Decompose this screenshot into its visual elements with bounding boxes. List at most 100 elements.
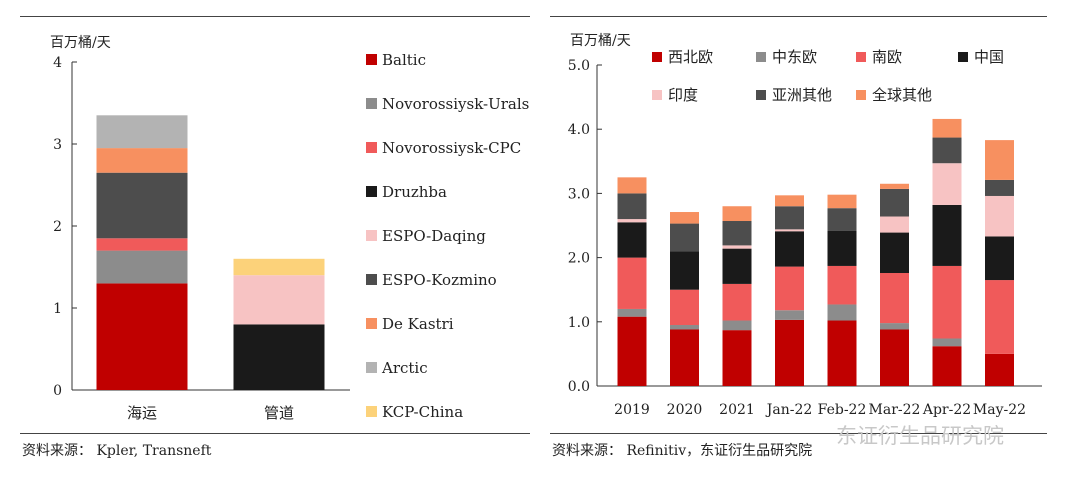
watermark: 东证衍生品研究院 bbox=[836, 424, 1004, 448]
right-bar-series-5 bbox=[985, 179, 1014, 196]
right-bar-series-2 bbox=[985, 280, 1014, 354]
right-bar-series-2 bbox=[670, 289, 699, 326]
right-chart: 百万桶/天 0.0 1.0 2.0 3.0 4.0 5.0 2019 2020 2021 Jan-2… bbox=[568, 33, 1042, 418]
right-bar-series-3 bbox=[670, 251, 699, 290]
right-bar-series-0 bbox=[880, 329, 909, 386]
left-panel: 百万桶/天 0 1 2 3 4 海运 管道 Baltic Novorossiysk-Urals No… bbox=[0, 0, 530, 479]
right-legend-label: 南欧 bbox=[872, 48, 902, 66]
right-bar-series-6 bbox=[932, 118, 962, 138]
left-legend-swatch-arctic bbox=[366, 362, 377, 373]
right-y-tick-label: 1.0 bbox=[568, 315, 590, 331]
left-legend-swatch-espo-kozmino bbox=[366, 274, 377, 285]
right-source: 资料来源： Refinitiv，东证衍生品研究院 bbox=[552, 443, 813, 459]
right-y-tick-label: 3.0 bbox=[568, 186, 590, 202]
right-bar-series-1 bbox=[722, 320, 752, 331]
right-bar-series-1 bbox=[617, 308, 647, 317]
right-bar-series-6 bbox=[880, 183, 909, 189]
right-bar-series-4 bbox=[932, 163, 962, 205]
right-bar-series-2 bbox=[932, 265, 962, 339]
right-x-label: 2019 bbox=[614, 402, 650, 418]
right-y-tick-label: 5.0 bbox=[568, 58, 590, 74]
right-x-label: May-22 bbox=[973, 402, 1026, 418]
right-bar-series-5 bbox=[722, 221, 752, 246]
right-x-label: 2020 bbox=[667, 402, 703, 418]
right-bar-series-6 bbox=[775, 195, 804, 207]
left-x-label: 管道 bbox=[264, 404, 294, 422]
right-legend-swatch-series-0 bbox=[652, 52, 662, 62]
left-top-rule bbox=[20, 16, 530, 17]
left-y-tick-label: 1 bbox=[53, 301, 62, 317]
right-legend-label: 中国 bbox=[974, 48, 1004, 66]
right-bar-series-0 bbox=[775, 319, 804, 386]
left-legend-swatch-druzhba bbox=[366, 186, 377, 197]
left-legend-label: Arctic bbox=[381, 359, 428, 377]
right-bar-series-4 bbox=[985, 195, 1014, 237]
left-y-tick-label: 2 bbox=[53, 219, 62, 235]
right-bar-series-4 bbox=[722, 245, 752, 249]
right-bar-series-1 bbox=[827, 304, 857, 321]
right-y-tick-label: 2.0 bbox=[568, 251, 590, 267]
left-bar-druzhba bbox=[233, 324, 325, 390]
left-bar-de-kastri bbox=[96, 148, 188, 173]
left-legend-label: De Kastri bbox=[382, 315, 454, 333]
right-bar-series-0 bbox=[827, 320, 857, 386]
right-panel: 百万桶/天 0.0 1.0 2.0 3.0 4.0 5.0 2019 2020 2021 Jan-2… bbox=[550, 0, 1080, 479]
right-bar-series-1 bbox=[670, 325, 699, 330]
right-x-label: Jan-22 bbox=[765, 402, 813, 418]
left-legend-swatch-novorossiysk-urals bbox=[366, 98, 377, 109]
right-x-label: 2021 bbox=[719, 402, 755, 418]
left-y-tick-label: 3 bbox=[53, 137, 62, 153]
right-legend-swatch-series-3 bbox=[958, 52, 968, 62]
right-bar-series-6 bbox=[985, 140, 1014, 180]
left-legend-label: Novorossiysk-Urals bbox=[382, 95, 529, 113]
left-y-tick-label: 4 bbox=[53, 55, 62, 71]
left-bar-espo-kozmino bbox=[96, 172, 188, 239]
right-legend-swatch-series-5 bbox=[756, 90, 766, 100]
left-legend-label: Druzhba bbox=[382, 183, 447, 201]
right-bar-series-6 bbox=[827, 194, 857, 209]
right-bar-series-0 bbox=[617, 316, 647, 386]
left-chart: 百万桶/天 0 1 2 3 4 海运 管道 Baltic Novorossiysk-Urals No… bbox=[50, 35, 529, 422]
right-bar-series-0 bbox=[722, 330, 752, 386]
right-legend-label: 印度 bbox=[668, 86, 698, 104]
right-legend-swatch-series-2 bbox=[856, 52, 866, 62]
right-bar-series-3 bbox=[985, 236, 1014, 281]
right-bar-series-6 bbox=[670, 212, 699, 224]
left-legend-label: Novorossiysk-CPC bbox=[382, 139, 521, 157]
right-bar-series-0 bbox=[932, 346, 962, 386]
left-bottom-rule bbox=[20, 433, 530, 434]
left-legend-swatch-espo-daqing bbox=[366, 230, 377, 241]
right-bar-series-5 bbox=[775, 206, 804, 230]
right-bar-series-2 bbox=[775, 266, 804, 311]
right-top-rule bbox=[550, 16, 1047, 17]
right-legend-label: 全球其他 bbox=[872, 86, 932, 104]
right-bar-series-1 bbox=[932, 338, 962, 347]
left-legend-swatch-baltic bbox=[366, 54, 377, 65]
left-source: 资料来源： Kpler, Transneft bbox=[22, 443, 212, 459]
right-bar-series-5 bbox=[617, 193, 647, 220]
right-bar-series-5 bbox=[880, 188, 909, 217]
right-bar-series-2 bbox=[827, 265, 857, 305]
right-bar-series-1 bbox=[775, 310, 804, 320]
right-bar-series-3 bbox=[880, 232, 909, 274]
right-bar-series-3 bbox=[722, 248, 752, 284]
right-bar-series-3 bbox=[827, 230, 857, 266]
right-bar-series-2 bbox=[722, 283, 752, 321]
left-legend-swatch-de-kastri bbox=[366, 318, 377, 329]
right-bar-series-1 bbox=[880, 323, 909, 330]
left-legend-label: Baltic bbox=[382, 51, 426, 69]
right-bar-series-5 bbox=[932, 137, 962, 164]
right-bar-series-3 bbox=[617, 222, 647, 258]
right-x-label: Apr-22 bbox=[922, 402, 971, 418]
left-bar-espo-daqing bbox=[233, 275, 325, 325]
right-y-tick-label: 4.0 bbox=[568, 122, 590, 138]
left-x-label: 海运 bbox=[127, 404, 157, 422]
right-bar-series-5 bbox=[670, 223, 699, 252]
right-bar-series-4 bbox=[775, 229, 804, 232]
right-bar-series-2 bbox=[880, 273, 909, 324]
left-y-tick-label: 0 bbox=[53, 383, 62, 399]
right-legend-swatch-series-4 bbox=[652, 90, 662, 100]
left-bar-novorossiysk-urals bbox=[96, 250, 188, 284]
right-x-label: Mar-22 bbox=[869, 402, 921, 418]
right-bar-series-6 bbox=[722, 206, 752, 222]
